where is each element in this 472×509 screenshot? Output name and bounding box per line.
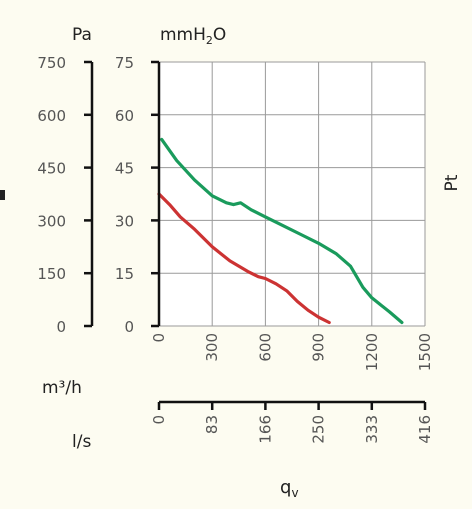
x-axis-ls-tick-label: 333 <box>363 415 381 444</box>
x-axis-m3h-tick-label: 1500 <box>416 333 434 371</box>
x-axis-m3h: m³/h 0 300 600 900 1200 1500 <box>42 333 434 398</box>
inner-axis-tick-label: 75 <box>115 54 134 72</box>
inner-axis-tick-label: 15 <box>115 265 134 283</box>
x-axis-ls: l/s 0 83 166 250 333 416 <box>72 400 434 452</box>
left-axis-tick-label: 450 <box>37 160 66 178</box>
pt-label: Pt <box>442 174 462 191</box>
series-line-2 <box>157 192 331 325</box>
inner-axis-tick-label: 60 <box>115 107 134 125</box>
x-axis-ls-tick-label: 416 <box>416 415 434 444</box>
left-axis-unit: Pa <box>72 25 92 45</box>
x-axis-m3h-tick-label: 1200 <box>363 333 381 371</box>
grid <box>158 61 426 327</box>
series-group <box>157 137 404 325</box>
x-axis-m3h-unit: m³/h <box>42 378 82 398</box>
x-axis-ls-unit: l/s <box>72 432 91 452</box>
left-axis-tick-label: 0 <box>56 318 66 336</box>
inner-axis: mmH2O 75 60 45 30 15 0 <box>115 25 226 336</box>
x-axis-ls-tick-label: 166 <box>256 415 274 444</box>
left-edge-mark <box>0 190 5 200</box>
x-axis-title: qv <box>280 477 299 500</box>
left-axis-tick-label: 300 <box>37 212 66 230</box>
x-axis-m3h-tick-label: 300 <box>203 333 221 362</box>
x-axis-ls-tick-label: 83 <box>203 415 221 434</box>
inner-axis-unit: mmH2O <box>160 25 226 47</box>
left-axis-tick-label: 150 <box>37 265 66 283</box>
plot-area <box>159 62 425 326</box>
x-axis-m3h-tick-label: 0 <box>150 333 168 343</box>
left-axis-tick-label: 600 <box>37 107 66 125</box>
x-axis-ls-tick-label: 250 <box>310 415 328 444</box>
x-axis-m3h-tick-label: 600 <box>256 333 274 362</box>
x-axis-m3h-tick-label: 900 <box>310 333 328 362</box>
series-line-1 <box>160 137 404 325</box>
inner-axis-tick-label: 0 <box>124 318 134 336</box>
left-axis: Pa 750 600 450 300 150 0 <box>37 25 94 336</box>
inner-axis-tick-label: 30 <box>115 212 134 230</box>
inner-axis-tick-label: 45 <box>115 160 134 178</box>
left-axis-tick-label: 750 <box>37 54 66 72</box>
x-axis-ls-tick-label: 0 <box>150 415 168 425</box>
